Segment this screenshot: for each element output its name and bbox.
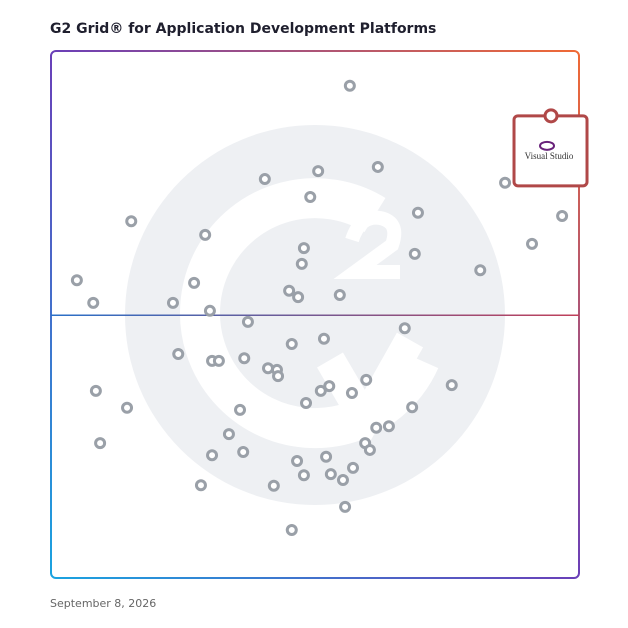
product-point	[237, 446, 250, 459]
product-point	[238, 352, 251, 365]
product-point	[297, 242, 310, 255]
product-point	[526, 237, 539, 250]
quadrant-line	[51, 314, 579, 316]
highlight-pin	[543, 108, 559, 124]
product-point	[312, 165, 325, 178]
logo-icon	[539, 140, 556, 151]
product-point	[87, 296, 100, 309]
product-point	[94, 437, 107, 450]
product-point	[234, 403, 247, 416]
product-point	[188, 276, 201, 289]
product-point	[371, 160, 384, 173]
product-point	[285, 524, 298, 537]
product-point	[295, 257, 308, 270]
product-point	[339, 500, 352, 513]
product-point	[285, 338, 298, 351]
product-point	[304, 190, 317, 203]
product-point	[398, 322, 411, 335]
product-point	[292, 291, 305, 304]
product-point	[258, 173, 271, 186]
product-point	[360, 373, 373, 386]
product-point	[206, 449, 219, 462]
product-point	[297, 469, 310, 482]
product-point	[345, 387, 358, 400]
highlight-label: Visual Studio	[525, 151, 574, 161]
product-point	[445, 379, 458, 392]
product-point	[172, 348, 185, 361]
product-point	[89, 384, 102, 397]
product-point	[323, 380, 336, 393]
product-point	[411, 206, 424, 219]
chart-title: G2 Grid® for Application Development Pla…	[50, 21, 436, 37]
product-point	[166, 296, 179, 309]
product-point	[199, 228, 212, 241]
product-point	[324, 468, 337, 481]
product-point	[382, 420, 395, 433]
product-point	[125, 215, 138, 228]
product-point	[262, 362, 275, 375]
product-point	[406, 401, 419, 414]
product-point	[203, 304, 216, 317]
product-point	[241, 315, 254, 328]
product-point	[320, 450, 333, 463]
product-point	[343, 79, 356, 92]
product-point	[363, 443, 376, 456]
product-point	[347, 461, 360, 474]
product-point	[370, 421, 383, 434]
product-point	[336, 473, 349, 486]
product-point	[474, 264, 487, 277]
product-point	[194, 479, 207, 492]
product-point	[70, 274, 83, 287]
product-point	[317, 332, 330, 345]
product-point	[212, 354, 225, 367]
product-point	[291, 455, 304, 468]
product-point	[267, 479, 280, 492]
product-point	[222, 428, 235, 441]
product-point	[314, 384, 327, 397]
product-point	[499, 176, 512, 189]
product-point	[283, 284, 296, 297]
product-point	[333, 289, 346, 302]
product-point	[272, 370, 285, 383]
product-point	[121, 401, 134, 414]
product-point	[300, 397, 313, 410]
date: September 8, 2026	[50, 597, 156, 610]
product-point	[556, 209, 569, 222]
product-point	[408, 247, 421, 260]
